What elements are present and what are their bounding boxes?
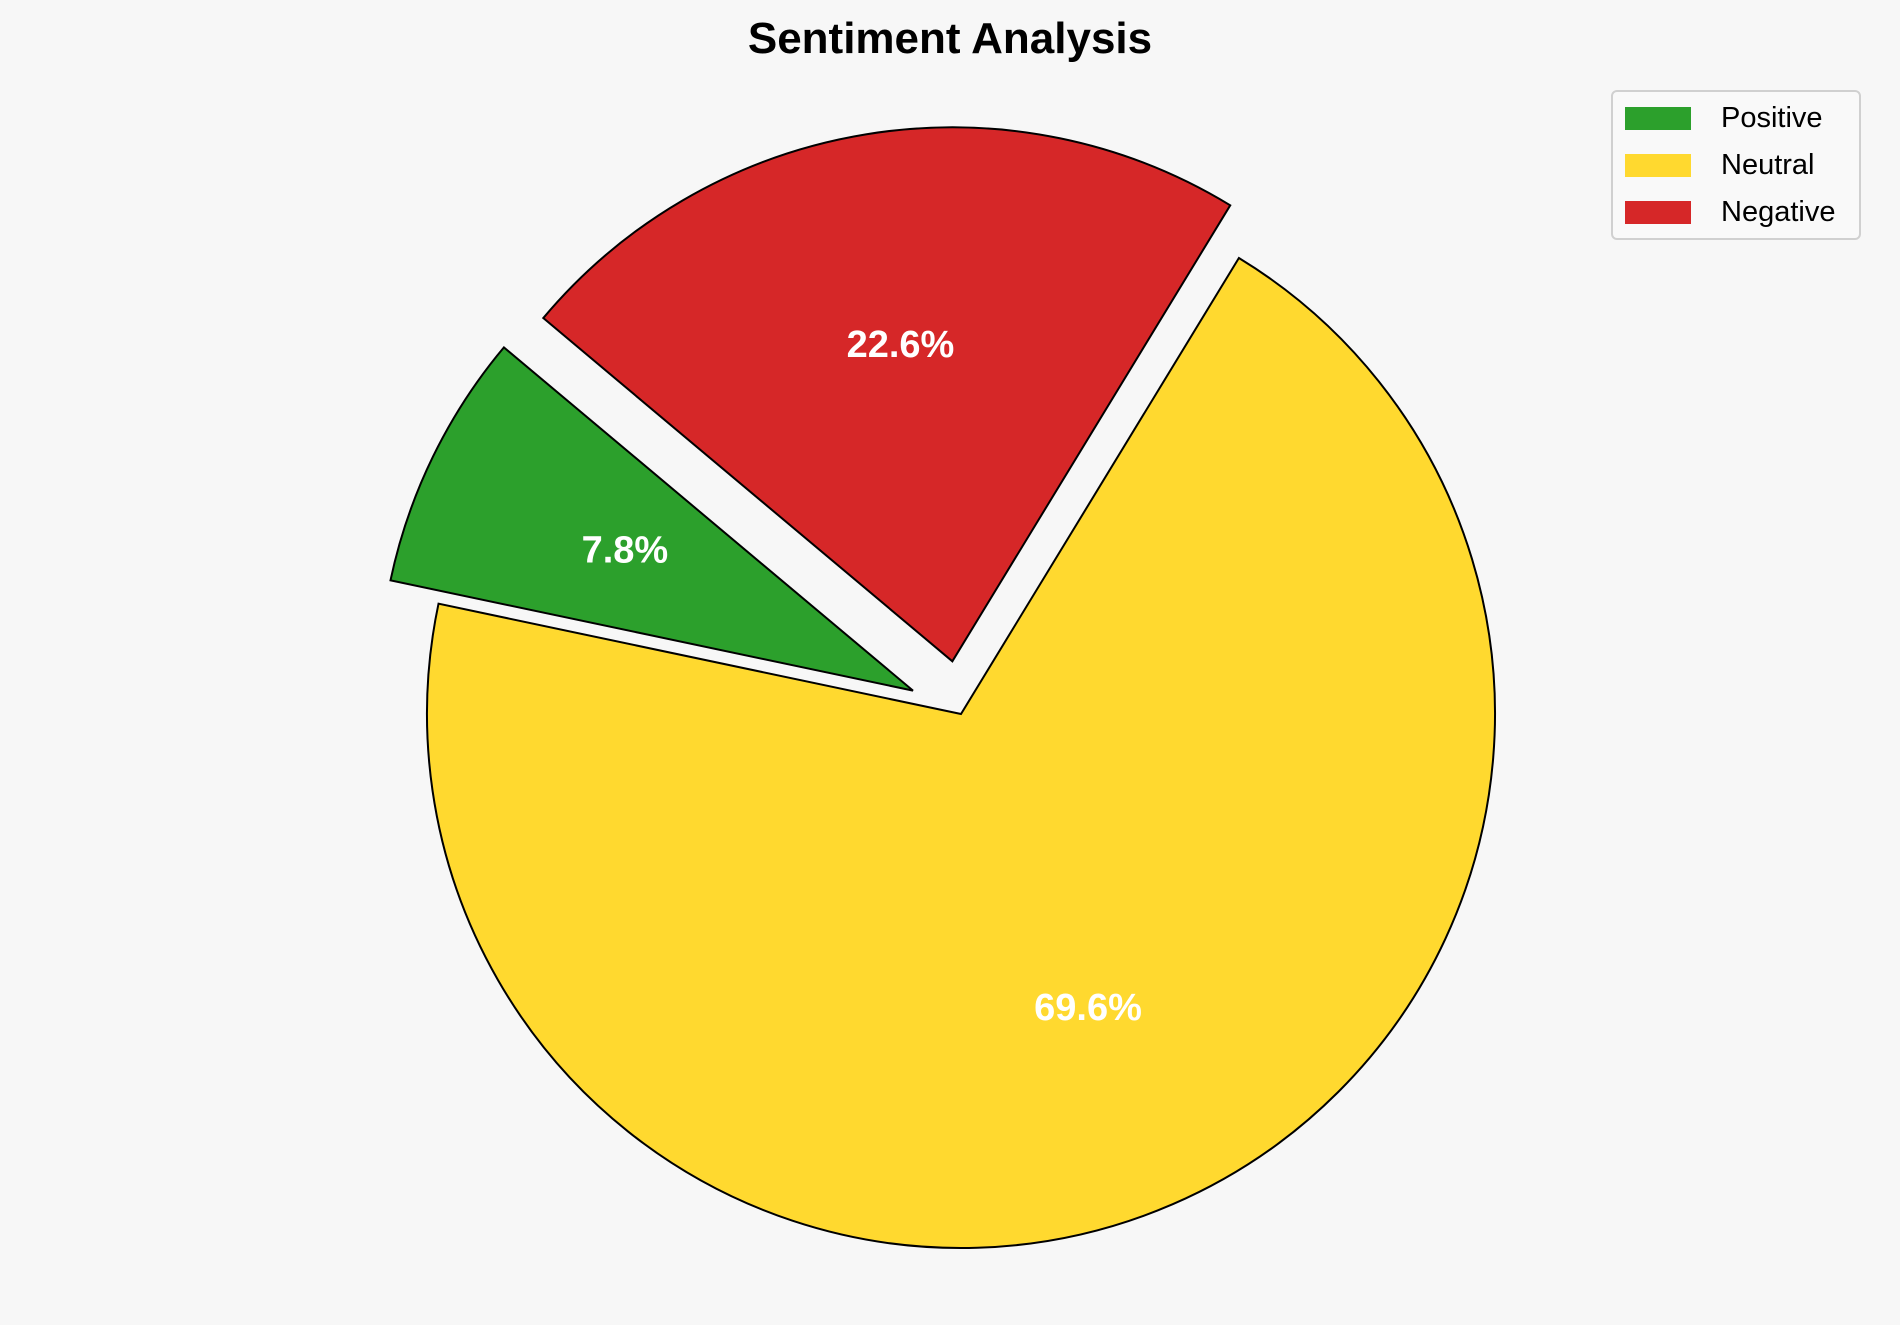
chart-title: Sentiment Analysis xyxy=(747,14,1153,63)
pie-label-positive: 7.8% xyxy=(582,529,669,571)
legend-label-positive: Positive xyxy=(1721,101,1823,134)
legend-item-neutral: Neutral xyxy=(1625,148,1815,181)
pie-label-negative: 22.6% xyxy=(847,324,955,366)
legend-label-negative: Negative xyxy=(1721,195,1836,228)
legend: Positive Neutral Negative xyxy=(1611,90,1861,240)
pie-slice-negative xyxy=(541,126,1232,663)
legend-item-negative: Negative xyxy=(1625,195,1836,228)
legend-swatch-positive xyxy=(1625,106,1691,130)
legend-swatch-neutral xyxy=(1625,153,1691,177)
legend-swatch-negative xyxy=(1625,200,1691,224)
pie-slice-neutral xyxy=(426,256,1496,1249)
legend-item-positive: Positive xyxy=(1625,101,1823,134)
pie-label-neutral: 69.6% xyxy=(1034,987,1142,1029)
legend-label-neutral: Neutral xyxy=(1721,148,1815,181)
pie-slice-positive xyxy=(389,345,914,692)
